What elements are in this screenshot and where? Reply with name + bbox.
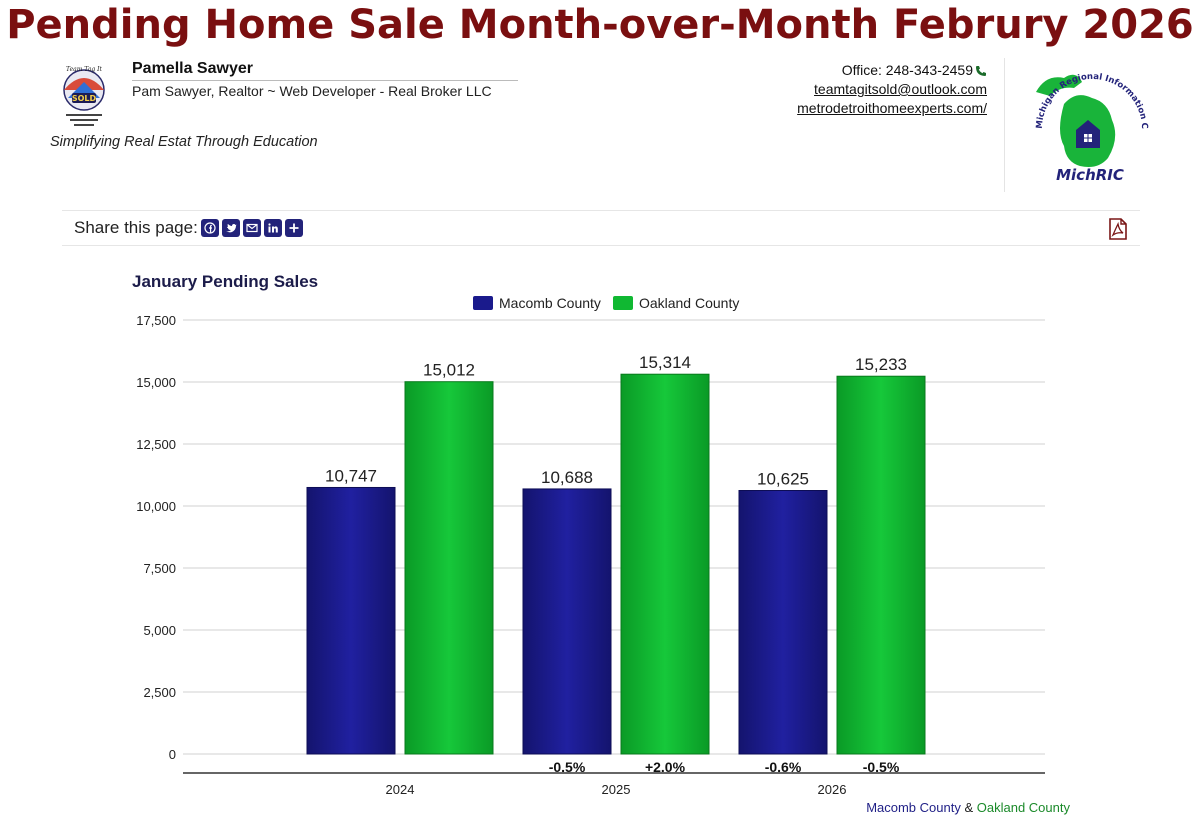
change-label-oakland-2025: +2.0%: [645, 759, 686, 775]
footnote-oakland: Oakland County: [976, 800, 1070, 815]
y-tick-label: 12,500: [136, 437, 176, 452]
twitter-icon[interactable]: [221, 219, 240, 237]
y-tick-label: 15,000: [136, 375, 176, 390]
office-phone[interactable]: Office: 248-343-2459: [797, 61, 987, 80]
logo-top-text: Team Tag It: [66, 66, 102, 73]
agent-divider: [132, 80, 518, 81]
website-link[interactable]: metrodetroithomeexperts.com/: [797, 100, 987, 116]
michric-logo: Michigan Regional Information Center Mic…: [1021, 55, 1154, 190]
chart-footnote: Macomb County & Oakland County: [866, 800, 1070, 815]
y-tick-label: 2,500: [143, 685, 176, 700]
bar-macomb-2026[interactable]: [738, 490, 828, 755]
x-tick-label: 2026: [818, 782, 847, 797]
phone-icon: [976, 65, 986, 76]
plus-icon[interactable]: [284, 219, 303, 237]
legend-swatch-oakland: [612, 296, 633, 310]
agent-subtitle: Pam Sawyer, Realtor ~ Web Developer - Re…: [132, 83, 492, 99]
chart-legend: Macomb County Oakland County: [473, 295, 751, 311]
office-phone-text: Office: 248-343-2459: [841, 62, 973, 78]
email-link[interactable]: teamtagitsold@outlook.com: [814, 81, 987, 97]
share-bar: Share this page:: [62, 210, 1140, 246]
facebook-icon[interactable]: [200, 219, 219, 237]
y-tick-label: 10,000: [136, 499, 176, 514]
y-tick-label: 5,000: [143, 623, 176, 638]
data-label-oakland-2026: 15,233: [855, 355, 907, 374]
data-label-macomb-2025: 10,688: [541, 468, 593, 487]
data-label-oakland-2024: 15,012: [423, 361, 475, 380]
data-label-macomb-2024: 10,747: [325, 466, 377, 485]
legend-label-macomb: Macomb County: [499, 295, 601, 311]
page-title: Pending Home Sale Month-over-Month Febru…: [6, 2, 1194, 48]
data-label-macomb-2026: 10,625: [757, 470, 809, 489]
y-tick-label: 7,500: [143, 561, 176, 576]
agent-name: Pamella Sawyer: [132, 60, 253, 77]
michric-label: MichRIC: [1056, 166, 1124, 184]
team-tag-it-sold-logo: SOLD Team Tag It: [52, 60, 116, 128]
legend-swatch-macomb: [473, 296, 493, 310]
legend-item-macomb[interactable]: Macomb County: [473, 295, 601, 311]
change-label-macomb-2026: -0.6%: [765, 759, 802, 775]
change-label-macomb-2025: -0.5%: [549, 759, 586, 775]
share-label: Share this page:: [74, 218, 198, 237]
header-divider: [1004, 58, 1005, 192]
x-tick-label: 2025: [602, 782, 631, 797]
legend-label-oakland: Oakland County: [638, 295, 740, 311]
bar-oakland-2024[interactable]: [404, 381, 494, 755]
chart-title: January Pending Sales: [132, 272, 319, 291]
logo-sold-text: SOLD: [72, 94, 97, 103]
contact-block: Office: 248-343-2459 teamtagitsold@outlo…: [797, 61, 987, 118]
bar-macomb-2025[interactable]: [522, 488, 612, 755]
legend-item-oakland[interactable]: Oakland County: [612, 295, 740, 311]
bar-oakland-2025[interactable]: [620, 373, 710, 755]
y-tick-label: 17,500: [136, 313, 176, 328]
linkedin-icon[interactable]: [263, 219, 282, 237]
y-tick-label: 0: [169, 747, 176, 762]
email-icon[interactable]: [242, 219, 261, 237]
footnote-amp: &: [964, 800, 974, 815]
bar-oakland-2026[interactable]: [836, 375, 926, 755]
tagline: Simplifying Real Estat Through Education: [50, 134, 318, 150]
change-label-oakland-2026: -0.5%: [863, 759, 900, 775]
x-tick-label: 2024: [386, 782, 415, 797]
data-label-oakland-2025: 15,314: [639, 353, 691, 372]
bar-macomb-2024[interactable]: [306, 486, 396, 755]
pdf-icon[interactable]: [1108, 218, 1128, 240]
footnote-macomb: Macomb County: [866, 800, 961, 815]
